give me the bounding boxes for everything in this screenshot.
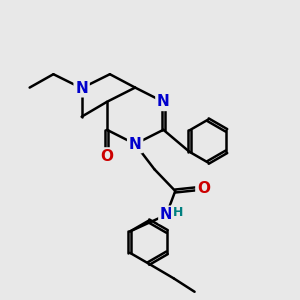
Text: H: H xyxy=(172,206,183,219)
Text: O: O xyxy=(100,149,113,164)
Text: N: N xyxy=(157,94,170,110)
Text: O: O xyxy=(197,181,210,196)
Text: N: N xyxy=(129,136,142,152)
Text: N: N xyxy=(75,81,88,96)
Text: N: N xyxy=(160,207,173,222)
